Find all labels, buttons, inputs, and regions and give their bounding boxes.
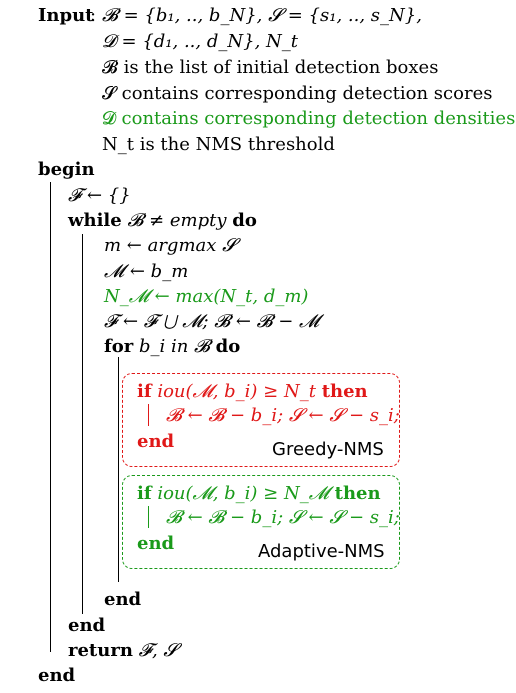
NM-assign-line: N_𝓜 ← max(N_t, d_m) — [104, 286, 309, 307]
for-variable: b_i in 𝓑 — [138, 336, 210, 357]
M-assign-line: 𝓜 ← b_m — [104, 261, 189, 282]
input-keyword: Input — [38, 5, 94, 26]
greedy-statement: 𝓑 ← 𝓑 − b_i; 𝓢 ← 𝓢 − s_i; — [166, 405, 400, 426]
greedy-guide-line — [148, 404, 149, 426]
input-sets-bs: 𝓑 = {b₁, .., b_N}, 𝓢 = {s₁, .., s_N}, — [102, 5, 422, 26]
input-desc-nt: N_t is the NMS threshold — [102, 134, 335, 155]
greedy-if-line: if iou(𝓜, b_i) ≥ N_t then — [137, 380, 368, 404]
adaptive-end-keyword: end — [137, 533, 175, 554]
greedy-condition: iou(𝓜, b_i) ≥ N_t — [157, 381, 316, 402]
empty-word: empty — [169, 210, 227, 231]
end-begin-keyword: end — [38, 665, 76, 686]
input-desc-s: 𝓢 contains corresponding detection score… — [102, 83, 493, 104]
m-assign-line: m ← argmax 𝓢 — [104, 235, 237, 256]
adaptive-then-keyword: then — [334, 483, 381, 504]
end-for-keyword: end — [104, 589, 142, 610]
adaptive-nms-label: Adaptive-NMS — [258, 541, 385, 562]
while-guide-line — [82, 234, 83, 614]
adaptive-condition: iou(𝓜, b_i) ≥ N_𝓜 — [157, 483, 329, 504]
greedy-then-keyword: then — [321, 381, 368, 402]
input-desc-d: 𝓓 contains corresponding detection densi… — [102, 108, 516, 129]
for-do-keyword: do — [215, 336, 241, 357]
while-condition: 𝓑 ≠ — [127, 210, 165, 231]
while-keyword: while — [68, 210, 122, 231]
for-keyword: for — [104, 336, 134, 357]
return-value: 𝓕, 𝓢 — [138, 640, 178, 661]
adaptive-statement: 𝓑 ← 𝓑 − b_i; 𝓢 ← 𝓢 − s_i; — [166, 507, 400, 528]
adaptive-if-line: if iou(𝓜, b_i) ≥ N_𝓜 then — [137, 482, 381, 506]
adaptive-guide-line — [148, 506, 149, 528]
greedy-nms-box — [122, 373, 400, 467]
F-update-line: 𝓕 ← 𝓕 ⋃ 𝓜; 𝓑 ← 𝓑 − 𝓜 — [104, 311, 320, 332]
adaptive-if-keyword: if — [137, 483, 152, 504]
adaptive-nms-box — [122, 475, 400, 569]
input-colon: : — [90, 5, 97, 26]
do-keyword: do — [232, 210, 257, 231]
while-line: while 𝓑 ≠ empty do — [68, 209, 257, 233]
input-desc-b: 𝓑 is the list of initial detection boxes — [102, 57, 439, 78]
for-guide-line — [118, 357, 119, 582]
greedy-if-keyword: if — [137, 381, 152, 402]
input-line-1: Input — [38, 4, 94, 28]
f-init-line: 𝓕 ← {} — [68, 185, 131, 206]
return-line: return 𝓕, 𝓢 — [68, 639, 177, 663]
return-keyword: return — [68, 640, 133, 661]
greedy-end-keyword: end — [137, 431, 175, 452]
for-line: for b_i in 𝓑 do — [104, 335, 240, 359]
input-sets-d: 𝓓 = {d₁, .., d_N}, N_t — [102, 31, 299, 52]
begin-guide-line — [50, 182, 51, 652]
begin-keyword: begin — [38, 159, 95, 180]
end-while-keyword: end — [68, 615, 106, 636]
greedy-nms-label: Greedy-NMS — [272, 439, 384, 460]
